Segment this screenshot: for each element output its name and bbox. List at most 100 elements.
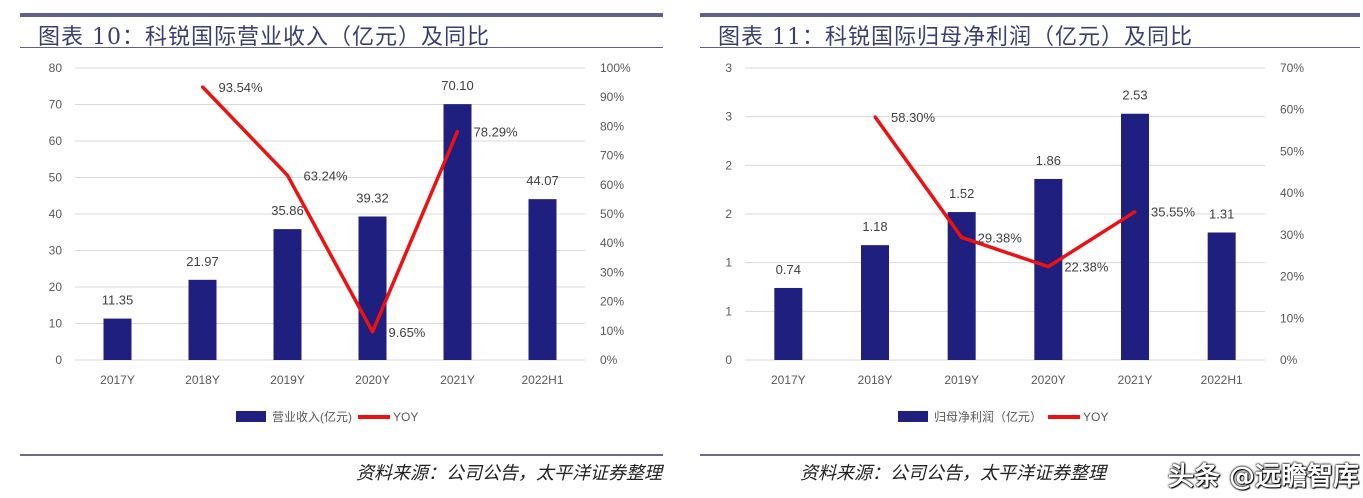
y-left-tick-label: 3 [725, 61, 732, 75]
chart-title: 图表 10：科锐国际营业收入（亿元）及同比 [38, 25, 490, 50]
title-top-rule [700, 13, 1360, 17]
bar-data-label: 44.07 [526, 173, 559, 188]
source-note: 资料来源：公司公告，太平洋证券整理 [800, 463, 1106, 484]
legend-bar-swatch [898, 411, 928, 422]
yoy-point [960, 235, 964, 239]
bar [1034, 178, 1063, 360]
y-left-tick-label: 20 [49, 280, 63, 294]
footer-rule [20, 454, 663, 456]
y-right-tick-label: 60% [1280, 103, 1304, 117]
yoy-data-label: 63.24% [304, 168, 349, 183]
yoy-point [1046, 265, 1050, 269]
yoy-point [286, 173, 289, 177]
yoy-data-label: 78.29% [474, 124, 519, 139]
y-right-tick-label: 60% [600, 178, 624, 192]
y-right-tick-label: 0% [1280, 353, 1298, 367]
watermark: 头条 @远瞻智库 [1168, 462, 1360, 492]
y-right-tick-label: 40% [600, 236, 624, 250]
source-note: 资料来源：公司公告，太平洋证券整理 [356, 463, 662, 484]
chart-title: 图表 11：科锐国际归母净利润（亿元）及同比 [718, 25, 1193, 50]
bar [1121, 113, 1149, 360]
y-right-tick-label: 90% [600, 90, 624, 104]
yoy-point [371, 330, 374, 334]
yoy-data-label: 58.30% [891, 110, 936, 125]
bar [188, 279, 217, 360]
y-right-tick-label: 50% [600, 207, 624, 221]
bar-data-label: 39.32 [356, 190, 389, 205]
x-tick-label: 2020Y [355, 373, 390, 387]
y-left-tick-label: 2 [725, 207, 732, 221]
x-tick-label: 2018Y [858, 373, 893, 387]
y-right-tick-label: 50% [1280, 144, 1304, 158]
y-left-tick-label: 2 [725, 158, 732, 172]
bar-data-label: 1.86 [1036, 153, 1061, 168]
y-left-tick-label: 60 [49, 134, 63, 148]
x-tick-label: 2019Y [270, 373, 305, 387]
y-right-tick-label: 80% [600, 119, 624, 133]
x-tick-label: 2021Y [1118, 373, 1153, 387]
y-left-tick-label: 40 [49, 207, 63, 221]
yoy-point [456, 129, 459, 133]
y-right-tick-label: 40% [1280, 186, 1304, 200]
legend-bar-label: 归母净利润（亿元） [934, 409, 1042, 424]
y-right-tick-label: 10% [600, 324, 624, 338]
x-tick-label: 2017Y [771, 373, 806, 387]
legend-bar-swatch [236, 411, 266, 422]
y-left-tick-label: 0 [55, 353, 62, 367]
yoy-point [1133, 210, 1137, 214]
bar [1207, 232, 1236, 360]
legend-line-label: YOY [393, 410, 418, 424]
bar [528, 199, 557, 360]
yoy-data-label: 9.65% [389, 325, 426, 340]
bar [947, 212, 976, 360]
bar [443, 104, 472, 360]
title-top-rule [20, 13, 663, 17]
revenue-chart: 0 10 20 30 40 50 60 70 80 0% 10% 20% 30% 40% 50% 60% 70%… [49, 61, 631, 424]
y-right-tick-label: 70% [600, 149, 624, 163]
y-right-tick-label: 70% [1280, 61, 1304, 75]
chart-panel-revenue: 图表 10：科锐国际营业收入（亿元）及同比 0 10 20 30 40 50 60 70 80 0… [0, 0, 680, 498]
bar-data-label: 11.35 [102, 293, 134, 308]
x-tick-label: 2019Y [944, 373, 979, 387]
y-right-tick-label: 30% [600, 265, 624, 279]
y-left-tick-label: 1 [725, 304, 732, 318]
yoy-data-label: 93.54% [219, 80, 264, 95]
bar [861, 245, 889, 360]
bar [358, 216, 387, 360]
y-right-tick-label: 20% [600, 295, 624, 309]
title-bottom-rule [20, 47, 663, 48]
bar-data-label: 21.97 [186, 254, 219, 269]
y-right-tick-label: 30% [1280, 228, 1304, 242]
x-tick-label: 2021Y [440, 373, 475, 387]
bar [774, 287, 803, 360]
y-left-tick-label: 50 [49, 171, 63, 185]
yoy-line [873, 115, 1136, 269]
bar [103, 318, 132, 360]
bar-data-label: 35.86 [271, 203, 304, 218]
yoy-line [201, 85, 460, 334]
bar [273, 229, 302, 360]
y-right-tick-label: 10% [1280, 311, 1304, 325]
legend-line-label: YOY [1083, 410, 1108, 424]
yoy-point [873, 115, 877, 119]
x-tick-label: 2018Y [185, 373, 220, 387]
footer-rule [700, 454, 1360, 456]
x-tick-label: 2020Y [1031, 373, 1066, 387]
y-left-tick-label: 70 [49, 98, 63, 112]
yoy-point [201, 85, 204, 89]
legend-bar-label: 营业收入(亿元) [272, 409, 352, 424]
title-bottom-rule [700, 47, 1360, 48]
yoy-data-label: 22.38% [1064, 260, 1109, 275]
bar-data-label: 1.18 [862, 219, 887, 234]
yoy-data-label: 29.38% [978, 230, 1023, 245]
y-left-tick-label: 1 [725, 256, 732, 270]
y-left-tick-label: 80 [49, 61, 63, 75]
y-right-tick-label: 100% [600, 61, 631, 75]
x-tick-label: 2022H1 [1201, 373, 1243, 387]
y-left-tick-label: 10 [49, 317, 63, 331]
y-left-tick-label: 30 [49, 244, 63, 258]
bar-data-label: 1.52 [949, 186, 974, 201]
y-left-tick-label: 0 [725, 353, 732, 367]
x-tick-label: 2017Y [100, 373, 135, 387]
